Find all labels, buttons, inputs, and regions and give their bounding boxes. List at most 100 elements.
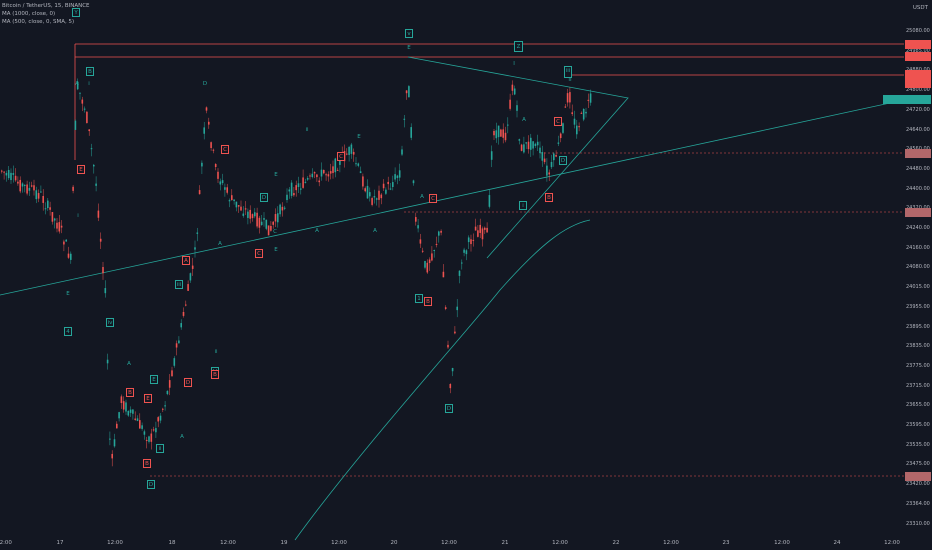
wave-label-green: A [373, 228, 377, 234]
time-tick: 12:00 [441, 540, 457, 546]
candle-body [251, 214, 254, 219]
price-tick: 24720.00 [906, 106, 930, 113]
candle-body [182, 311, 185, 316]
candle-body [534, 143, 537, 146]
candle-body [573, 118, 576, 125]
price-label-support [905, 149, 931, 158]
candle-body [396, 175, 399, 178]
candle-body [548, 172, 550, 175]
candle-body [316, 174, 318, 178]
candle-body [180, 323, 182, 328]
candle-body [198, 190, 201, 195]
wave-label-green: B [86, 67, 94, 76]
candle-body [444, 307, 447, 309]
candle-body [185, 304, 187, 306]
candle-body [145, 439, 148, 441]
candle-body [127, 410, 130, 416]
candle-body [247, 211, 249, 218]
triangle-line-right [407, 56, 629, 259]
candle-body [74, 120, 77, 130]
current-price-label [883, 95, 931, 104]
candle-body [447, 344, 449, 348]
candle-body [562, 123, 564, 133]
price-tick: 24080.00 [906, 264, 930, 271]
chart-header: Bitcoin / TetherUS, 15, BINANCE MA (1000… [2, 2, 90, 26]
candle-body [311, 173, 314, 178]
candle-body [304, 181, 307, 183]
wave-label-red: B [545, 193, 553, 202]
price-tick: 24160.00 [906, 244, 930, 251]
time-tick: 12:00 [663, 540, 679, 546]
candle-body [458, 270, 461, 276]
candle-body [371, 198, 373, 205]
wave-label-green: i [77, 213, 79, 219]
candle-body [428, 259, 431, 264]
price-axis[interactable]: USDT [904, 0, 932, 550]
candle-body [461, 262, 463, 264]
candle-body [564, 106, 567, 108]
candle-body [456, 306, 458, 311]
candle-body [327, 174, 330, 177]
wave-label-green: D [147, 480, 155, 489]
time-tick: 17 [56, 540, 64, 546]
candle-body [375, 198, 378, 200]
time-tick: 12:00 [331, 540, 347, 546]
candles-group [1, 78, 592, 467]
candle-body [472, 239, 475, 241]
candle-body [263, 218, 265, 220]
candle-body [111, 453, 113, 459]
candle-body [490, 151, 493, 160]
candle-body [90, 148, 93, 150]
candle-body [410, 127, 412, 138]
wave-label-green: iv [106, 318, 114, 327]
candle-body [95, 183, 97, 186]
candle-body [336, 169, 339, 171]
candle-body [272, 221, 274, 225]
wave-label-green: A [218, 241, 222, 247]
price-tick: 24640.00 [906, 126, 930, 133]
candle-body [442, 271, 445, 278]
candle-body [454, 331, 456, 334]
candle-body [497, 125, 500, 138]
wave-label-green: 1 [415, 294, 423, 303]
candle-body [334, 158, 337, 173]
candle-body [14, 175, 17, 181]
candle-body [81, 99, 84, 104]
candle-body [555, 155, 557, 157]
price-label-support [905, 208, 931, 217]
price-tick: 23310.00 [906, 520, 930, 527]
candle-body [290, 182, 293, 196]
price-tick: 23775.00 [906, 362, 930, 369]
candle-body [424, 260, 426, 268]
price-tick: 23535.00 [906, 441, 930, 448]
candle-body [125, 402, 127, 412]
wave-label-red: E [77, 165, 85, 174]
price-tick: 23955.00 [906, 303, 930, 310]
candle-body [136, 418, 139, 421]
wave-label-green: D [202, 81, 208, 87]
candle-body [288, 189, 291, 192]
price-label-zone [905, 70, 931, 79]
candle-body [481, 228, 484, 240]
candle-body [293, 193, 295, 196]
price-tick: 23835.00 [906, 343, 930, 350]
candle-body [208, 121, 210, 125]
price-tick: 25080.00 [906, 28, 930, 34]
candle-body [12, 173, 15, 175]
candle-body [157, 417, 159, 422]
candle-body [359, 171, 362, 174]
candle-body [104, 288, 107, 294]
candle-body [120, 396, 123, 404]
candle-body [527, 141, 530, 150]
candle-body [86, 111, 88, 124]
candle-body [270, 225, 272, 231]
long-trendline [0, 99, 905, 296]
candle-body [300, 188, 302, 190]
candle-body [352, 151, 355, 155]
candle-body [550, 161, 553, 168]
wave-label-green: i [88, 81, 90, 87]
wave-label-green: D [445, 404, 453, 413]
wave-label-green: v [405, 29, 413, 38]
